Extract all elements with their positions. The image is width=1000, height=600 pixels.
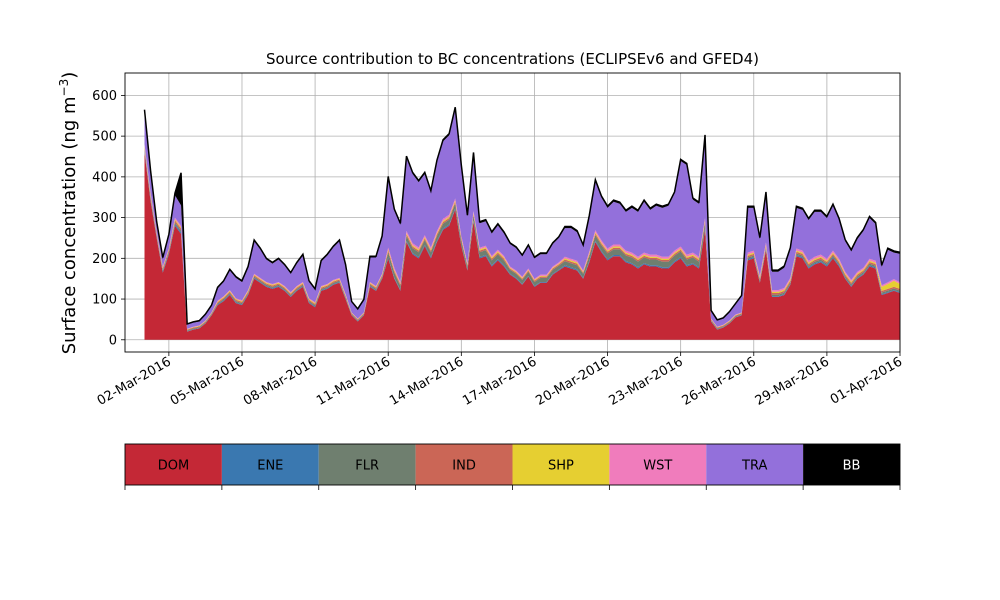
legend-label-bb: BB bbox=[843, 459, 861, 474]
legend-swatch-ene bbox=[221, 444, 319, 485]
legend-swatch-dom bbox=[125, 444, 222, 485]
legend-swatch-ind bbox=[415, 444, 513, 485]
y-tick-label: 300 bbox=[92, 211, 117, 226]
legend-swatch-flr bbox=[318, 444, 416, 485]
legend-swatch-shp bbox=[512, 444, 610, 485]
total-line bbox=[143, 107, 901, 325]
legend-colorbar: DOM ENE FLR IND SHP WST TRA BB bbox=[124, 443, 901, 490]
area-dom bbox=[144, 152, 900, 340]
legend-label-dom: DOM bbox=[158, 459, 189, 474]
y-tick-label: 500 bbox=[92, 130, 117, 145]
legend-label-wst: WST bbox=[643, 459, 672, 474]
legend-label-ene: ENE bbox=[257, 459, 283, 474]
legend-swatch-tra bbox=[706, 444, 804, 485]
legend-label-ind: IND bbox=[452, 459, 476, 474]
y-tick-label: 200 bbox=[92, 252, 117, 267]
y-tick-label: 400 bbox=[92, 170, 117, 185]
y-tick-label: 0 bbox=[109, 333, 117, 348]
legend-swatch-wst bbox=[609, 444, 707, 485]
y-tick-label: 600 bbox=[92, 89, 117, 104]
legend-frame bbox=[124, 443, 901, 486]
y-axis-label: Surface concentration (ng m−3) bbox=[57, 72, 80, 355]
legend-swatch-bb bbox=[803, 444, 900, 485]
plot-frame bbox=[124, 72, 901, 353]
area-tra bbox=[144, 108, 900, 329]
legend-label-tra: TRA bbox=[741, 459, 767, 474]
stacked-areas bbox=[143, 107, 901, 340]
chart-title: Source contribution to BC concentrations… bbox=[266, 50, 759, 68]
y-tick-label: 100 bbox=[92, 293, 117, 308]
legend-label-flr: FLR bbox=[355, 459, 379, 474]
legend-label-shp: SHP bbox=[548, 459, 574, 474]
